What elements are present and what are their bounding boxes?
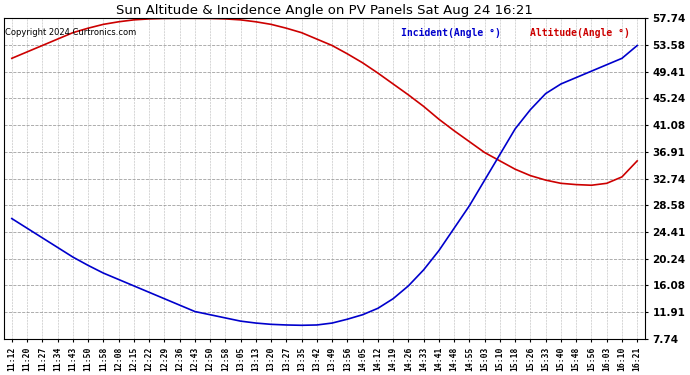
Title: Sun Altitude & Incidence Angle on PV Panels Sat Aug 24 16:21: Sun Altitude & Incidence Angle on PV Pan… xyxy=(116,4,533,17)
Text: Incident(Angle °): Incident(Angle °) xyxy=(402,28,501,38)
Text: Altitude(Angle °): Altitude(Angle °) xyxy=(529,28,629,38)
Text: Copyright 2024 Curtronics.com: Copyright 2024 Curtronics.com xyxy=(6,28,137,37)
